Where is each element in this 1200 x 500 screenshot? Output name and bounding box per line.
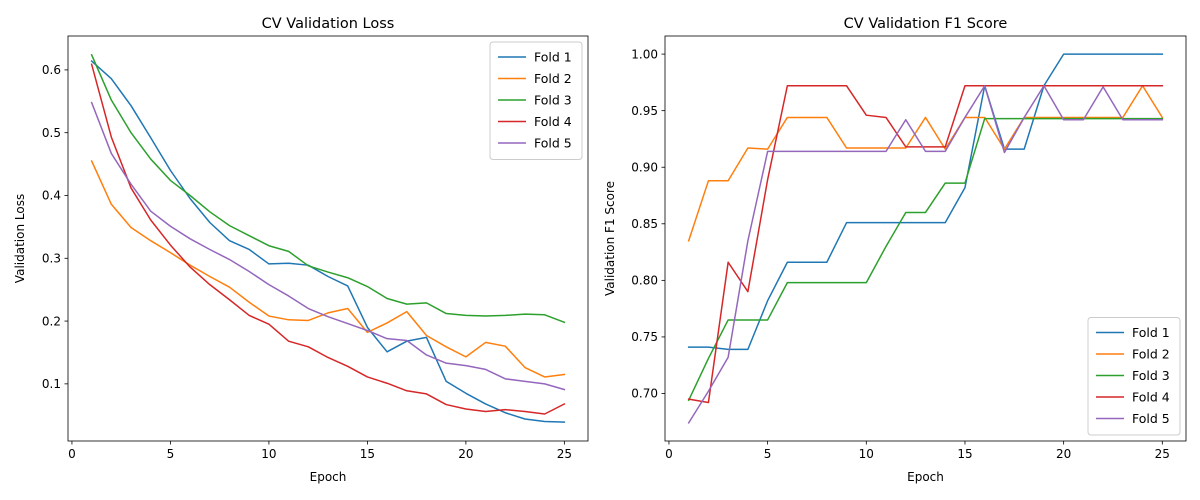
loss-x-tick-label: 20 — [458, 447, 473, 461]
f1-x-tick-label: 0 — [665, 447, 673, 461]
loss-y-tick-label: 0.6 — [42, 63, 61, 77]
f1-legend-box — [1087, 317, 1181, 436]
loss-legend-label-fold-4: Fold 4 — [534, 114, 572, 129]
loss-legend-box — [489, 41, 583, 160]
f1-legend-label-fold-5: Fold 5 — [1132, 411, 1170, 426]
loss-x-tick-label: 10 — [261, 447, 276, 461]
loss-series-line-fold-5 — [90, 101, 566, 391]
f1-y-axis-label: Validation F1 Score — [603, 181, 617, 296]
loss-legend-label-fold-1: Fold 1 — [534, 50, 572, 65]
loss-plot-frame — [67, 35, 589, 442]
f1-x-tick-label: 20 — [1056, 447, 1071, 461]
loss-x-tick-label: 5 — [167, 447, 175, 461]
f1-legend-label-fold-1: Fold 1 — [1132, 325, 1170, 340]
f1-x-tick-label: 10 — [859, 447, 874, 461]
loss-chart: CV Validation Loss 0 5 10 15 20 25 0.1 0.2 0.3 0.4… — [13, 16, 589, 484]
f1-y-tick-label: 0.80 — [631, 274, 658, 288]
f1-y-tick-label: 0.95 — [631, 104, 658, 118]
f1-series-line-fold-4 — [687, 85, 1164, 404]
loss-series-line-fold-1 — [90, 60, 566, 423]
loss-y-tick-label: 0.2 — [42, 314, 61, 328]
f1-y-tick-label: 0.85 — [631, 217, 658, 231]
loss-x-tick-label: 0 — [68, 447, 76, 461]
loss-y-tick-label: 0.5 — [42, 126, 61, 140]
f1-chart-title: CV Validation F1 Score — [844, 16, 1008, 32]
loss-series-line-fold-3 — [90, 53, 566, 324]
loss-legend-label-fold-3: Fold 3 — [534, 93, 572, 108]
f1-y-tick-label: 0.90 — [631, 160, 658, 174]
f1-legend-label-fold-4: Fold 4 — [1132, 390, 1170, 405]
loss-legend-label-fold-5: Fold 5 — [534, 136, 572, 151]
loss-x-tick-label: 15 — [360, 447, 375, 461]
f1-y-tick-label: 0.70 — [631, 387, 658, 401]
loss-series-line-fold-2 — [90, 159, 566, 378]
loss-chart-title: CV Validation Loss — [262, 16, 395, 32]
loss-x-axis-label: Epoch — [310, 470, 347, 484]
loss-x-tick-label: 25 — [557, 447, 572, 461]
loss-series-lines — [90, 53, 566, 423]
f1-plot-frame — [664, 35, 1187, 442]
loss-legend-label-fold-2: Fold 2 — [534, 71, 572, 86]
f1-chart: CV Validation F1 Score 0 5 10 15 20 25 0.70 0.75… — [603, 16, 1187, 484]
f1-series-line-fold-1 — [687, 53, 1164, 351]
loss-legend: Fold 1 Fold 2 Fold 3 Fold 4 Fold 5 — [489, 41, 583, 160]
f1-x-tick-label: 25 — [1155, 447, 1170, 461]
f1-y-tick-label: 0.75 — [631, 330, 658, 344]
loss-y-tick-label: 0.1 — [42, 377, 61, 391]
f1-x-tick-label: 5 — [764, 447, 772, 461]
f1-series-line-fold-2 — [687, 85, 1164, 242]
loss-series-line-fold-4 — [90, 63, 566, 415]
f1-legend-label-fold-2: Fold 2 — [1132, 347, 1170, 362]
loss-y-axis-label: Validation Loss — [13, 194, 27, 283]
f1-x-tick-label: 15 — [957, 447, 972, 461]
f1-series-line-fold-5 — [687, 85, 1164, 424]
f1-x-axis-label: Epoch — [907, 470, 944, 484]
loss-y-tick-label: 0.4 — [42, 189, 61, 203]
f1-series-lines — [687, 53, 1164, 424]
loss-y-tick-label: 0.3 — [42, 251, 61, 265]
f1-legend: Fold 1 Fold 2 Fold 3 Fold 4 Fold 5 — [1087, 317, 1181, 436]
f1-y-tick-label: 1.00 — [631, 47, 658, 61]
f1-legend-label-fold-3: Fold 3 — [1132, 368, 1170, 383]
